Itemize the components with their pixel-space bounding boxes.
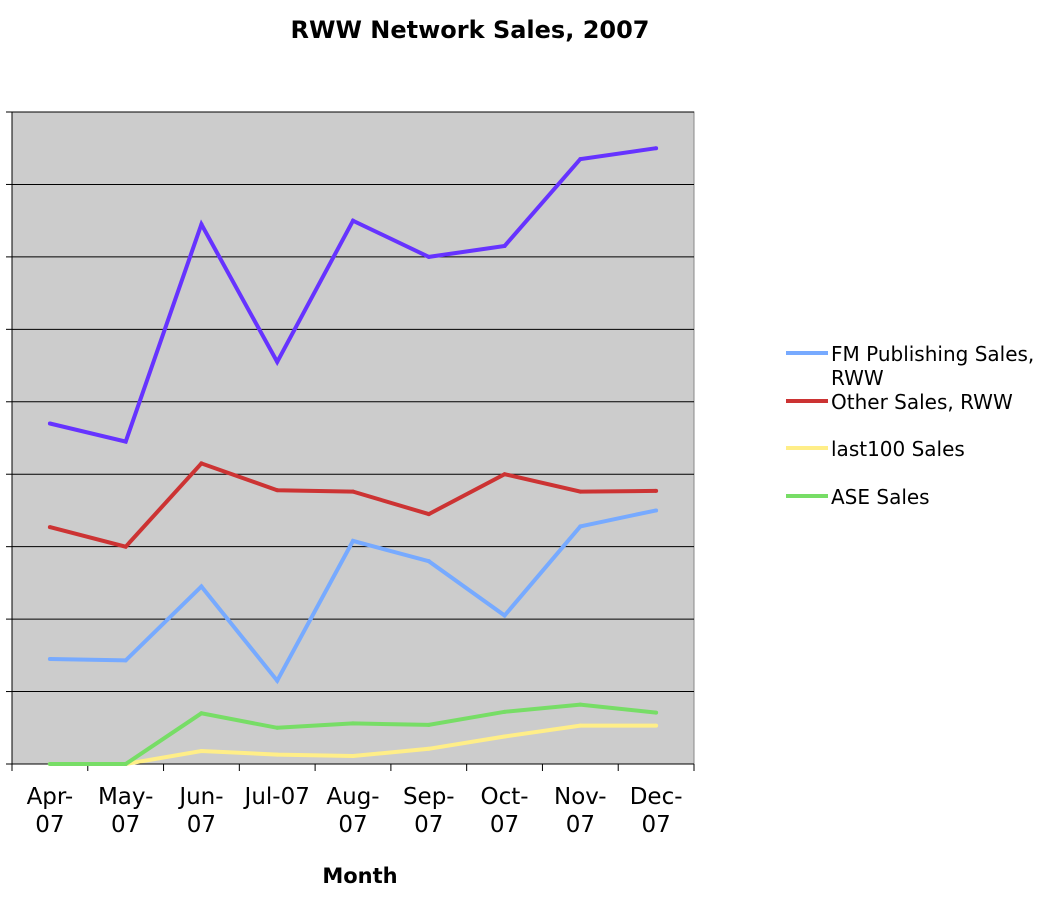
- data-point: [502, 244, 507, 249]
- x-tick-label: Nov-07: [554, 784, 607, 838]
- data-point: [275, 488, 280, 493]
- data-point: [351, 721, 355, 726]
- data-point: [47, 525, 52, 530]
- data-point: [47, 762, 52, 766]
- x-tick-label: Apr-07: [27, 784, 74, 838]
- data-point: [426, 559, 431, 564]
- data-point: [199, 584, 204, 589]
- data-point: [578, 489, 583, 494]
- legend-entry: ASE Sales: [831, 485, 930, 509]
- chart-title: RWW Network Sales, 2007: [291, 16, 650, 44]
- data-point: [199, 461, 204, 466]
- data-point: [275, 752, 280, 757]
- data-point: [123, 439, 128, 444]
- x-axis-tick-labels: Apr-07 May-07 Jun-07 Jul-07 Aug-07 Sep-07 Oct-…: [27, 784, 683, 838]
- data-point: [275, 678, 280, 683]
- x-axis-title: Month: [322, 864, 397, 888]
- data-point: [502, 734, 507, 739]
- data-point: [578, 723, 583, 728]
- x-tick-label: May-07: [98, 784, 153, 838]
- data-point: [351, 218, 355, 223]
- data-point: [426, 722, 431, 727]
- legend-entry: FM Publishing Sales, RWW: [831, 342, 1034, 390]
- data-point: [123, 544, 128, 549]
- data-point: [351, 754, 355, 759]
- data-point: [578, 702, 583, 707]
- plot-area: [6, 111, 695, 771]
- data-point: [654, 146, 659, 151]
- x-tick-label: Oct-07: [481, 784, 529, 838]
- data-point: [654, 508, 659, 513]
- data-point: [502, 472, 507, 477]
- data-point: [199, 748, 204, 753]
- x-tick-label: Jul-07: [243, 784, 310, 810]
- data-point: [275, 725, 280, 730]
- data-point: [578, 157, 583, 162]
- data-point: [654, 723, 659, 728]
- data-point: [199, 222, 204, 227]
- data-point: [123, 658, 128, 663]
- data-point: [351, 538, 355, 543]
- data-point: [426, 746, 431, 751]
- x-tick-label: Sep-07: [403, 784, 455, 838]
- data-point: [426, 512, 431, 517]
- data-point: [351, 489, 355, 494]
- data-point: [426, 254, 431, 259]
- legend-entry: last100 Sales: [831, 437, 965, 461]
- data-point: [47, 421, 52, 426]
- data-point: [654, 710, 659, 715]
- data-point: [275, 359, 280, 364]
- data-point: [199, 711, 204, 716]
- data-point: [123, 762, 128, 766]
- data-point: [502, 613, 507, 618]
- data-point: [502, 709, 507, 714]
- legend-entry: Other Sales, RWW: [831, 390, 1013, 414]
- data-point: [654, 488, 659, 493]
- x-tick-label: Dec-07: [630, 784, 683, 838]
- data-point: [47, 656, 52, 661]
- x-tick-label: Jun-07: [177, 784, 223, 838]
- data-point: [578, 524, 583, 529]
- x-tick-label: Aug-07: [326, 784, 379, 838]
